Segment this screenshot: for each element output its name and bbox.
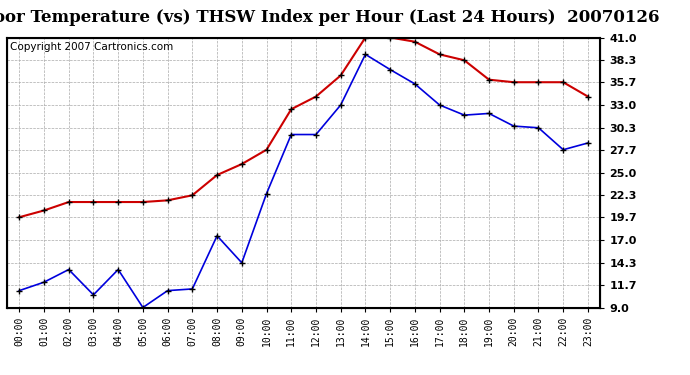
Text: Outdoor Temperature (vs) THSW Index per Hour (Last 24 Hours)  20070126: Outdoor Temperature (vs) THSW Index per … [0, 9, 660, 26]
Text: Copyright 2007 Cartronics.com: Copyright 2007 Cartronics.com [10, 42, 173, 51]
